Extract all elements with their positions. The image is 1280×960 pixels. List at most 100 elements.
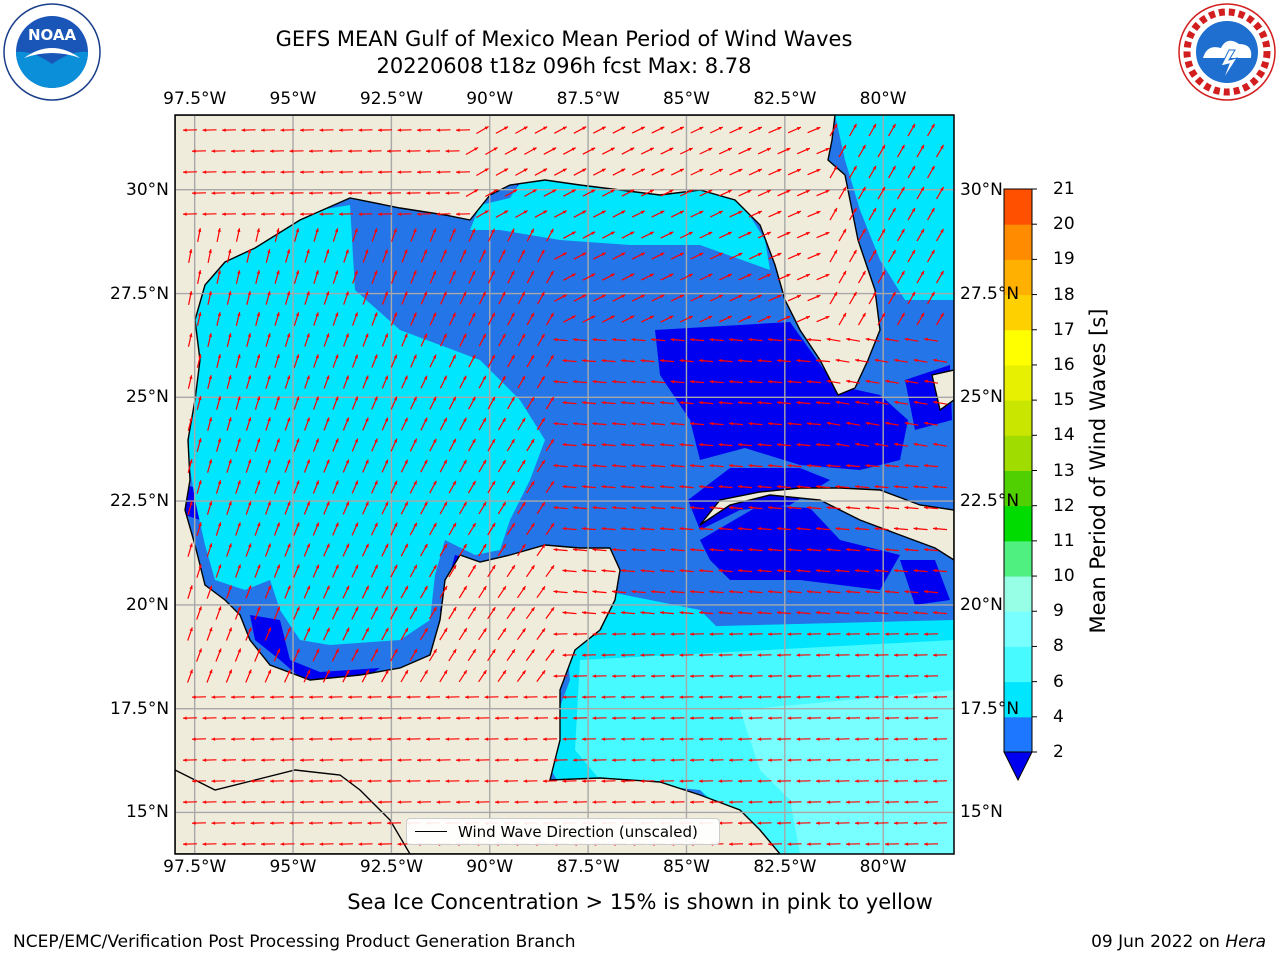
wave-direction-arrow [449, 270, 456, 284]
wave-direction-arrow [487, 312, 496, 326]
wave-direction-arrow [362, 501, 369, 515]
wave-direction-arrow [230, 779, 246, 783]
wave-direction-arrow [487, 606, 496, 620]
wave-direction-arrow [409, 648, 418, 662]
wave-direction-arrow [323, 585, 330, 599]
wave-direction-arrow [319, 128, 334, 132]
wave-direction-arrow [553, 506, 568, 510]
wave-direction-arrow [651, 126, 665, 134]
wave-direction-arrow [854, 358, 870, 363]
wave-direction-arrow [332, 438, 339, 452]
wave-direction-arrow [409, 522, 418, 536]
wave-direction-arrow [197, 269, 202, 285]
longitude-label-bottom: 82.5°W [753, 857, 817, 877]
wave-direction-arrow [698, 443, 714, 447]
wave-direction-arrow [390, 396, 398, 410]
wave-direction-arrow [698, 359, 714, 363]
wave-direction-arrow [698, 611, 714, 615]
wave-direction-arrow [757, 189, 772, 197]
wave-direction-arrow [838, 270, 847, 284]
wave-direction-arrow [347, 149, 363, 153]
wave-direction-arrow [640, 737, 655, 741]
wave-direction-arrow [370, 606, 379, 620]
wave-direction-arrow [757, 443, 772, 447]
wave-direction-arrow [215, 648, 222, 662]
wave-direction-arrow [913, 779, 928, 783]
wave-direction-arrow [187, 375, 193, 389]
wave-direction-arrow [400, 417, 409, 431]
wave-direction-arrow [542, 695, 558, 699]
wave-direction-arrow [916, 228, 925, 242]
wave-direction-arrow [887, 249, 897, 263]
wave-direction-arrow [207, 291, 212, 305]
wave-direction-arrow [304, 291, 310, 305]
wave-direction-arrow [651, 210, 665, 218]
wave-direction-arrow [767, 842, 783, 846]
wave-direction-arrow [660, 315, 674, 323]
wave-direction-arrow [806, 632, 822, 636]
wave-direction-arrow [718, 821, 733, 825]
wave-direction-arrow [338, 128, 354, 132]
wave-direction-arrow [709, 168, 724, 176]
wave-direction-arrow [563, 315, 576, 323]
wave-direction-arrow [896, 270, 906, 284]
wave-direction-arrow [718, 695, 733, 699]
wave-direction-arrow [284, 459, 291, 473]
wave-direction-arrow [515, 210, 528, 218]
wave-direction-arrow [289, 737, 304, 741]
wave-direction-arrow [533, 800, 549, 804]
wave-direction-arrow [351, 648, 359, 662]
wave-direction-arrow [323, 459, 330, 473]
wave-direction-arrow [546, 270, 554, 284]
wave-direction-arrow [468, 228, 476, 242]
wave-direction-arrow [455, 128, 471, 132]
wave-direction-arrow [280, 800, 295, 804]
wave-direction-arrow [757, 359, 772, 363]
wave-direction-arrow [187, 501, 193, 515]
wave-direction-arrow [536, 459, 546, 473]
wave-direction-arrow [545, 607, 555, 619]
latitude-label-right: 25°N [960, 387, 1003, 408]
wave-direction-arrow [289, 695, 304, 699]
wave-direction-arrow [328, 191, 343, 195]
wave-direction-arrow [543, 189, 557, 197]
wave-direction-arrow [826, 800, 841, 804]
wave-direction-arrow [826, 842, 841, 846]
wave-direction-arrow [728, 590, 744, 594]
wave-direction-arrow [562, 611, 577, 615]
wave-direction-arrow [304, 333, 310, 347]
colorbar-tick-label: 17 [1053, 319, 1075, 340]
wave-direction-arrow [689, 632, 705, 636]
wave-direction-arrow [932, 358, 948, 363]
wave-direction-arrow [280, 170, 295, 174]
wave-direction-arrow [211, 821, 226, 825]
wave-direction-arrow [420, 417, 428, 431]
wave-direction-arrow [554, 252, 567, 260]
wave-direction-arrow [854, 737, 870, 741]
wave-direction-arrow [351, 438, 359, 452]
wave-direction-arrow [631, 126, 646, 134]
wave-direction-arrow [425, 737, 441, 741]
wave-direction-arrow [768, 252, 782, 260]
colorbar-segment [1004, 189, 1032, 225]
wave-direction-arrow [517, 543, 526, 557]
wave-direction-arrow [553, 380, 568, 384]
wave-direction-arrow [206, 585, 213, 599]
longitude-label-bottom: 95°W [269, 857, 317, 877]
wave-direction-arrow [284, 291, 291, 305]
wave-direction-arrow [419, 627, 429, 641]
wave-direction-arrow [562, 779, 577, 783]
wave-direction-arrow [709, 674, 724, 678]
wave-direction-arrow [254, 564, 261, 578]
wave-direction-arrow [631, 338, 646, 342]
wave-direction-arrow [650, 422, 666, 426]
wave-direction-arrow [554, 294, 567, 302]
wave-direction-arrow [709, 210, 724, 218]
wave-direction-arrow [425, 191, 441, 195]
wave-direction-arrow [254, 480, 261, 494]
colorbar-tick-label: 12 [1053, 495, 1075, 516]
wave-direction-arrow [280, 716, 295, 720]
wave-direction-arrow [689, 800, 705, 804]
wave-direction-arrow [718, 273, 733, 281]
wave-direction-arrow [650, 464, 666, 468]
